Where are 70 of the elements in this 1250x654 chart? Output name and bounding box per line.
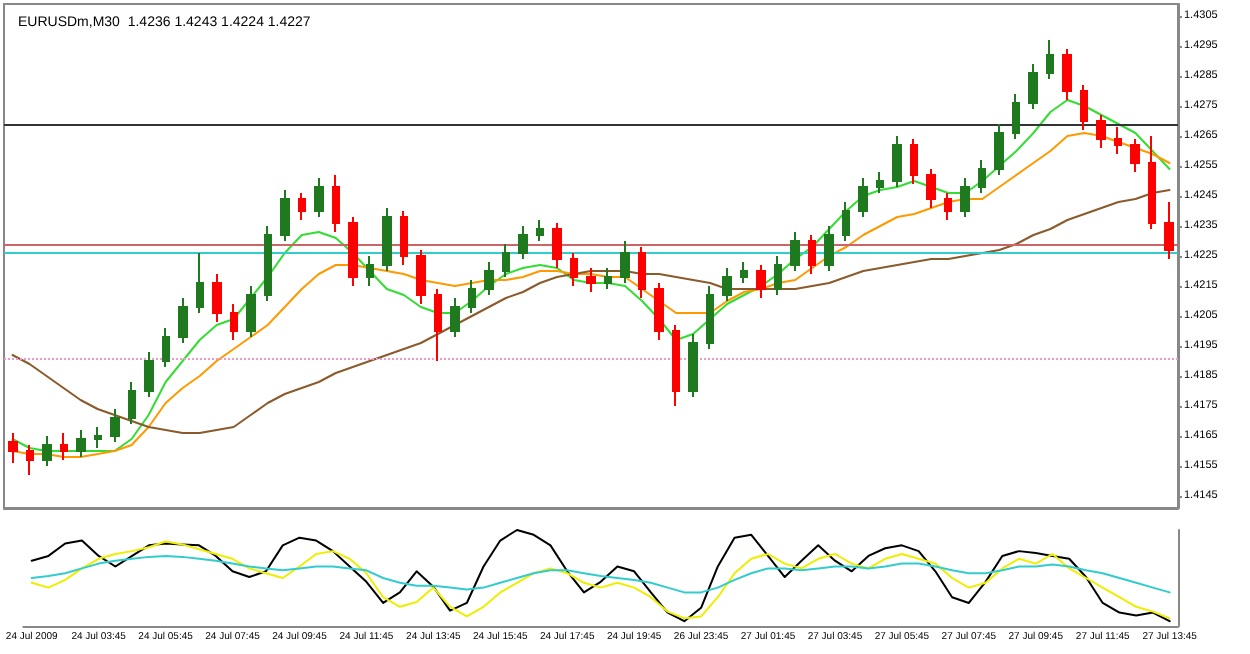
candlestick bbox=[790, 231, 800, 272]
candlestick bbox=[1130, 138, 1140, 173]
candlestick bbox=[1028, 63, 1038, 110]
candlestick bbox=[298, 192, 306, 221]
candlestick bbox=[26, 444, 34, 476]
candlestick bbox=[484, 261, 494, 296]
candlestick bbox=[1164, 201, 1174, 260]
candlestick bbox=[570, 252, 578, 287]
candlestick bbox=[536, 219, 544, 242]
candlestick bbox=[1046, 39, 1054, 80]
candlestick bbox=[960, 177, 970, 218]
candlestick bbox=[382, 207, 392, 272]
candlestick bbox=[688, 333, 698, 398]
candlestick bbox=[8, 432, 18, 464]
candlestick bbox=[586, 267, 596, 293]
candlestick bbox=[144, 351, 154, 398]
candlestick bbox=[76, 429, 86, 458]
candlestick bbox=[552, 222, 562, 269]
candlestick bbox=[1012, 93, 1020, 140]
candlestick bbox=[212, 273, 222, 323]
candlestick bbox=[620, 240, 630, 284]
candlestick bbox=[892, 135, 902, 188]
candlestick bbox=[876, 171, 884, 194]
candlestick bbox=[314, 177, 324, 218]
candlestick bbox=[706, 285, 714, 350]
candlestick bbox=[434, 288, 442, 362]
candlestick bbox=[1148, 135, 1156, 230]
candlestick bbox=[722, 267, 732, 302]
candlestick bbox=[1096, 114, 1106, 149]
candlestick bbox=[944, 192, 952, 221]
candlestick bbox=[196, 252, 204, 314]
candlestick bbox=[774, 255, 782, 296]
candlestick bbox=[162, 327, 170, 368]
candlestick bbox=[264, 225, 272, 302]
candlestick bbox=[1062, 48, 1072, 101]
candlestick bbox=[42, 435, 52, 467]
candlestick bbox=[858, 177, 868, 218]
candlestick bbox=[672, 324, 680, 407]
candlestick bbox=[842, 201, 850, 242]
candlestick bbox=[60, 432, 68, 461]
candlestick bbox=[910, 138, 918, 185]
candlestick bbox=[994, 123, 1004, 176]
candlestick bbox=[230, 303, 238, 341]
candlestick bbox=[178, 297, 188, 344]
candlestick bbox=[740, 261, 748, 284]
candlestick bbox=[926, 168, 936, 209]
candlestick bbox=[824, 225, 834, 272]
candlestick bbox=[502, 243, 510, 278]
candlestick bbox=[280, 189, 290, 242]
candlestick bbox=[468, 279, 476, 314]
candlestick bbox=[246, 285, 256, 338]
candlestick bbox=[604, 267, 612, 290]
candlestick bbox=[348, 216, 358, 287]
candlestick bbox=[978, 159, 986, 194]
candlestick bbox=[1114, 126, 1122, 155]
candlestick bbox=[128, 381, 136, 425]
candlestick bbox=[94, 426, 102, 449]
candlestick bbox=[366, 255, 374, 287]
candlestick bbox=[110, 408, 120, 443]
candlestick bbox=[654, 282, 664, 341]
line-series bbox=[11, 189, 1171, 434]
candlestick bbox=[638, 246, 646, 299]
candlestick bbox=[400, 210, 408, 266]
candlestick bbox=[332, 174, 340, 233]
candlestick bbox=[416, 249, 426, 305]
candlestick bbox=[450, 297, 460, 338]
candlestick bbox=[518, 225, 528, 260]
candlestick bbox=[808, 234, 816, 275]
candlestick bbox=[1080, 84, 1088, 131]
candlestick bbox=[756, 264, 766, 299]
